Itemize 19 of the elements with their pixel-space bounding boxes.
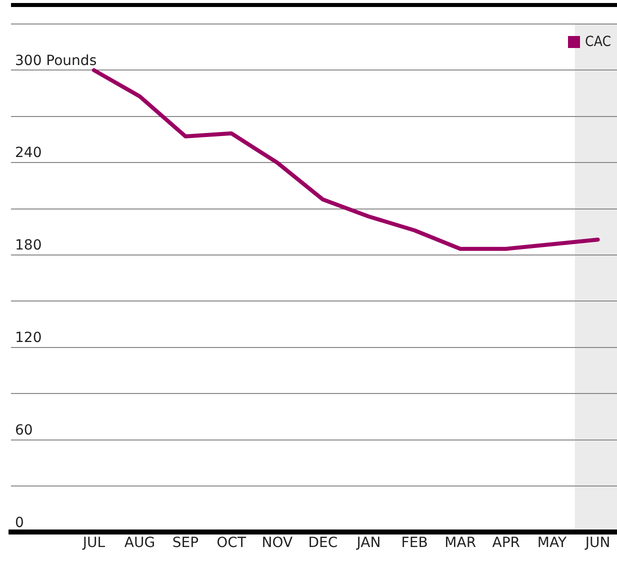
x-tick-label: OCT [216, 535, 246, 552]
x-tick-label: NOV [262, 535, 293, 552]
x-tick-label: JAN [356, 535, 381, 552]
y-tick-label: 120 [15, 330, 42, 346]
x-tick-label: FEB [401, 535, 428, 552]
y-tick-label: 0 [15, 514, 24, 531]
x-tick-label: SEP [172, 535, 199, 552]
x-tick-label: MAR [444, 535, 476, 552]
x-tick-label: JUN [584, 535, 610, 552]
y-tick-label: 240 [15, 145, 42, 162]
x-tick-label: MAY [537, 535, 567, 552]
y-tick-label: 180 [15, 238, 42, 254]
y-tick-label: 300 Pounds [15, 52, 97, 69]
x-tick-label: AUG [124, 535, 156, 552]
x-tick-label: APR [492, 535, 520, 552]
x-tick-label: DEC [308, 535, 338, 552]
y-tick-label: 60 [15, 422, 33, 438]
x-tick-label: JUL [82, 535, 106, 552]
legend-label: CAC [585, 34, 611, 50]
